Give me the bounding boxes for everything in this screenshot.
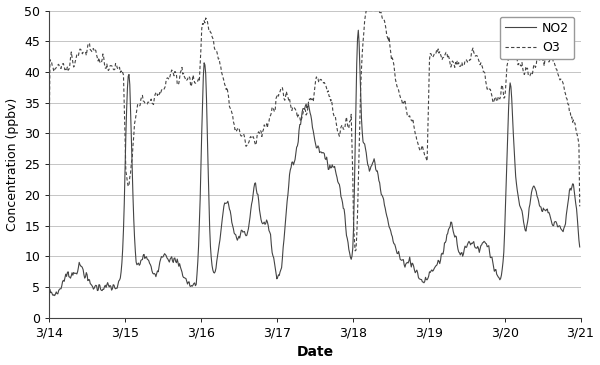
Line: O3: O3 xyxy=(49,11,580,251)
NO2 xyxy=(132,249,139,253)
O3 xyxy=(61,65,68,69)
O3 xyxy=(132,118,139,122)
Legend: NO2, O3: NO2, O3 xyxy=(500,17,574,59)
X-axis label: Date: Date xyxy=(296,345,334,360)
O3 xyxy=(576,204,583,208)
Line: NO2: NO2 xyxy=(49,30,580,296)
O3 xyxy=(219,73,226,77)
NO2 xyxy=(187,284,194,289)
O3 xyxy=(187,84,194,89)
NO2 xyxy=(46,294,53,299)
NO2 xyxy=(527,196,534,201)
NO2 xyxy=(219,216,226,221)
O3 xyxy=(352,249,359,253)
O3 xyxy=(46,143,53,147)
O3 xyxy=(494,99,501,103)
NO2 xyxy=(493,272,500,276)
NO2 xyxy=(61,279,68,284)
Y-axis label: Concentration (ppbv): Concentration (ppbv) xyxy=(5,97,19,231)
O3 xyxy=(528,72,535,76)
NO2 xyxy=(576,245,583,249)
O3 xyxy=(362,8,370,13)
NO2 xyxy=(355,28,362,32)
